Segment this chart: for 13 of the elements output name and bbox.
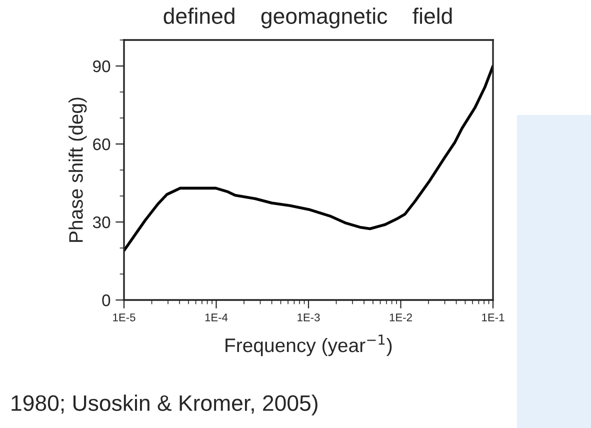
x-tick-label: 1E-1 <box>482 314 504 322</box>
text: defined geomagnetic field <box>164 8 452 28</box>
y-tick-label: 0 <box>102 294 110 306</box>
text: 1980; Usoskin & Kromer, 2005) <box>12 394 318 416</box>
y-tick-label: 90 <box>93 60 110 72</box>
y-tick-label: 60 <box>93 138 110 150</box>
x-tick-label: 1E-3 <box>298 313 320 322</box>
x-tick-label: 1E-5 <box>113 314 136 322</box>
y-axis-title: Phase shift (deg) <box>68 98 87 242</box>
x-axis-title: Frequency (year$^{−1}$) <box>226 334 392 356</box>
x-tick-label: 1E-4 <box>205 314 228 322</box>
x-tick-label: 1E-2 <box>390 313 412 322</box>
y-tick-label: 30 <box>92 216 110 228</box>
